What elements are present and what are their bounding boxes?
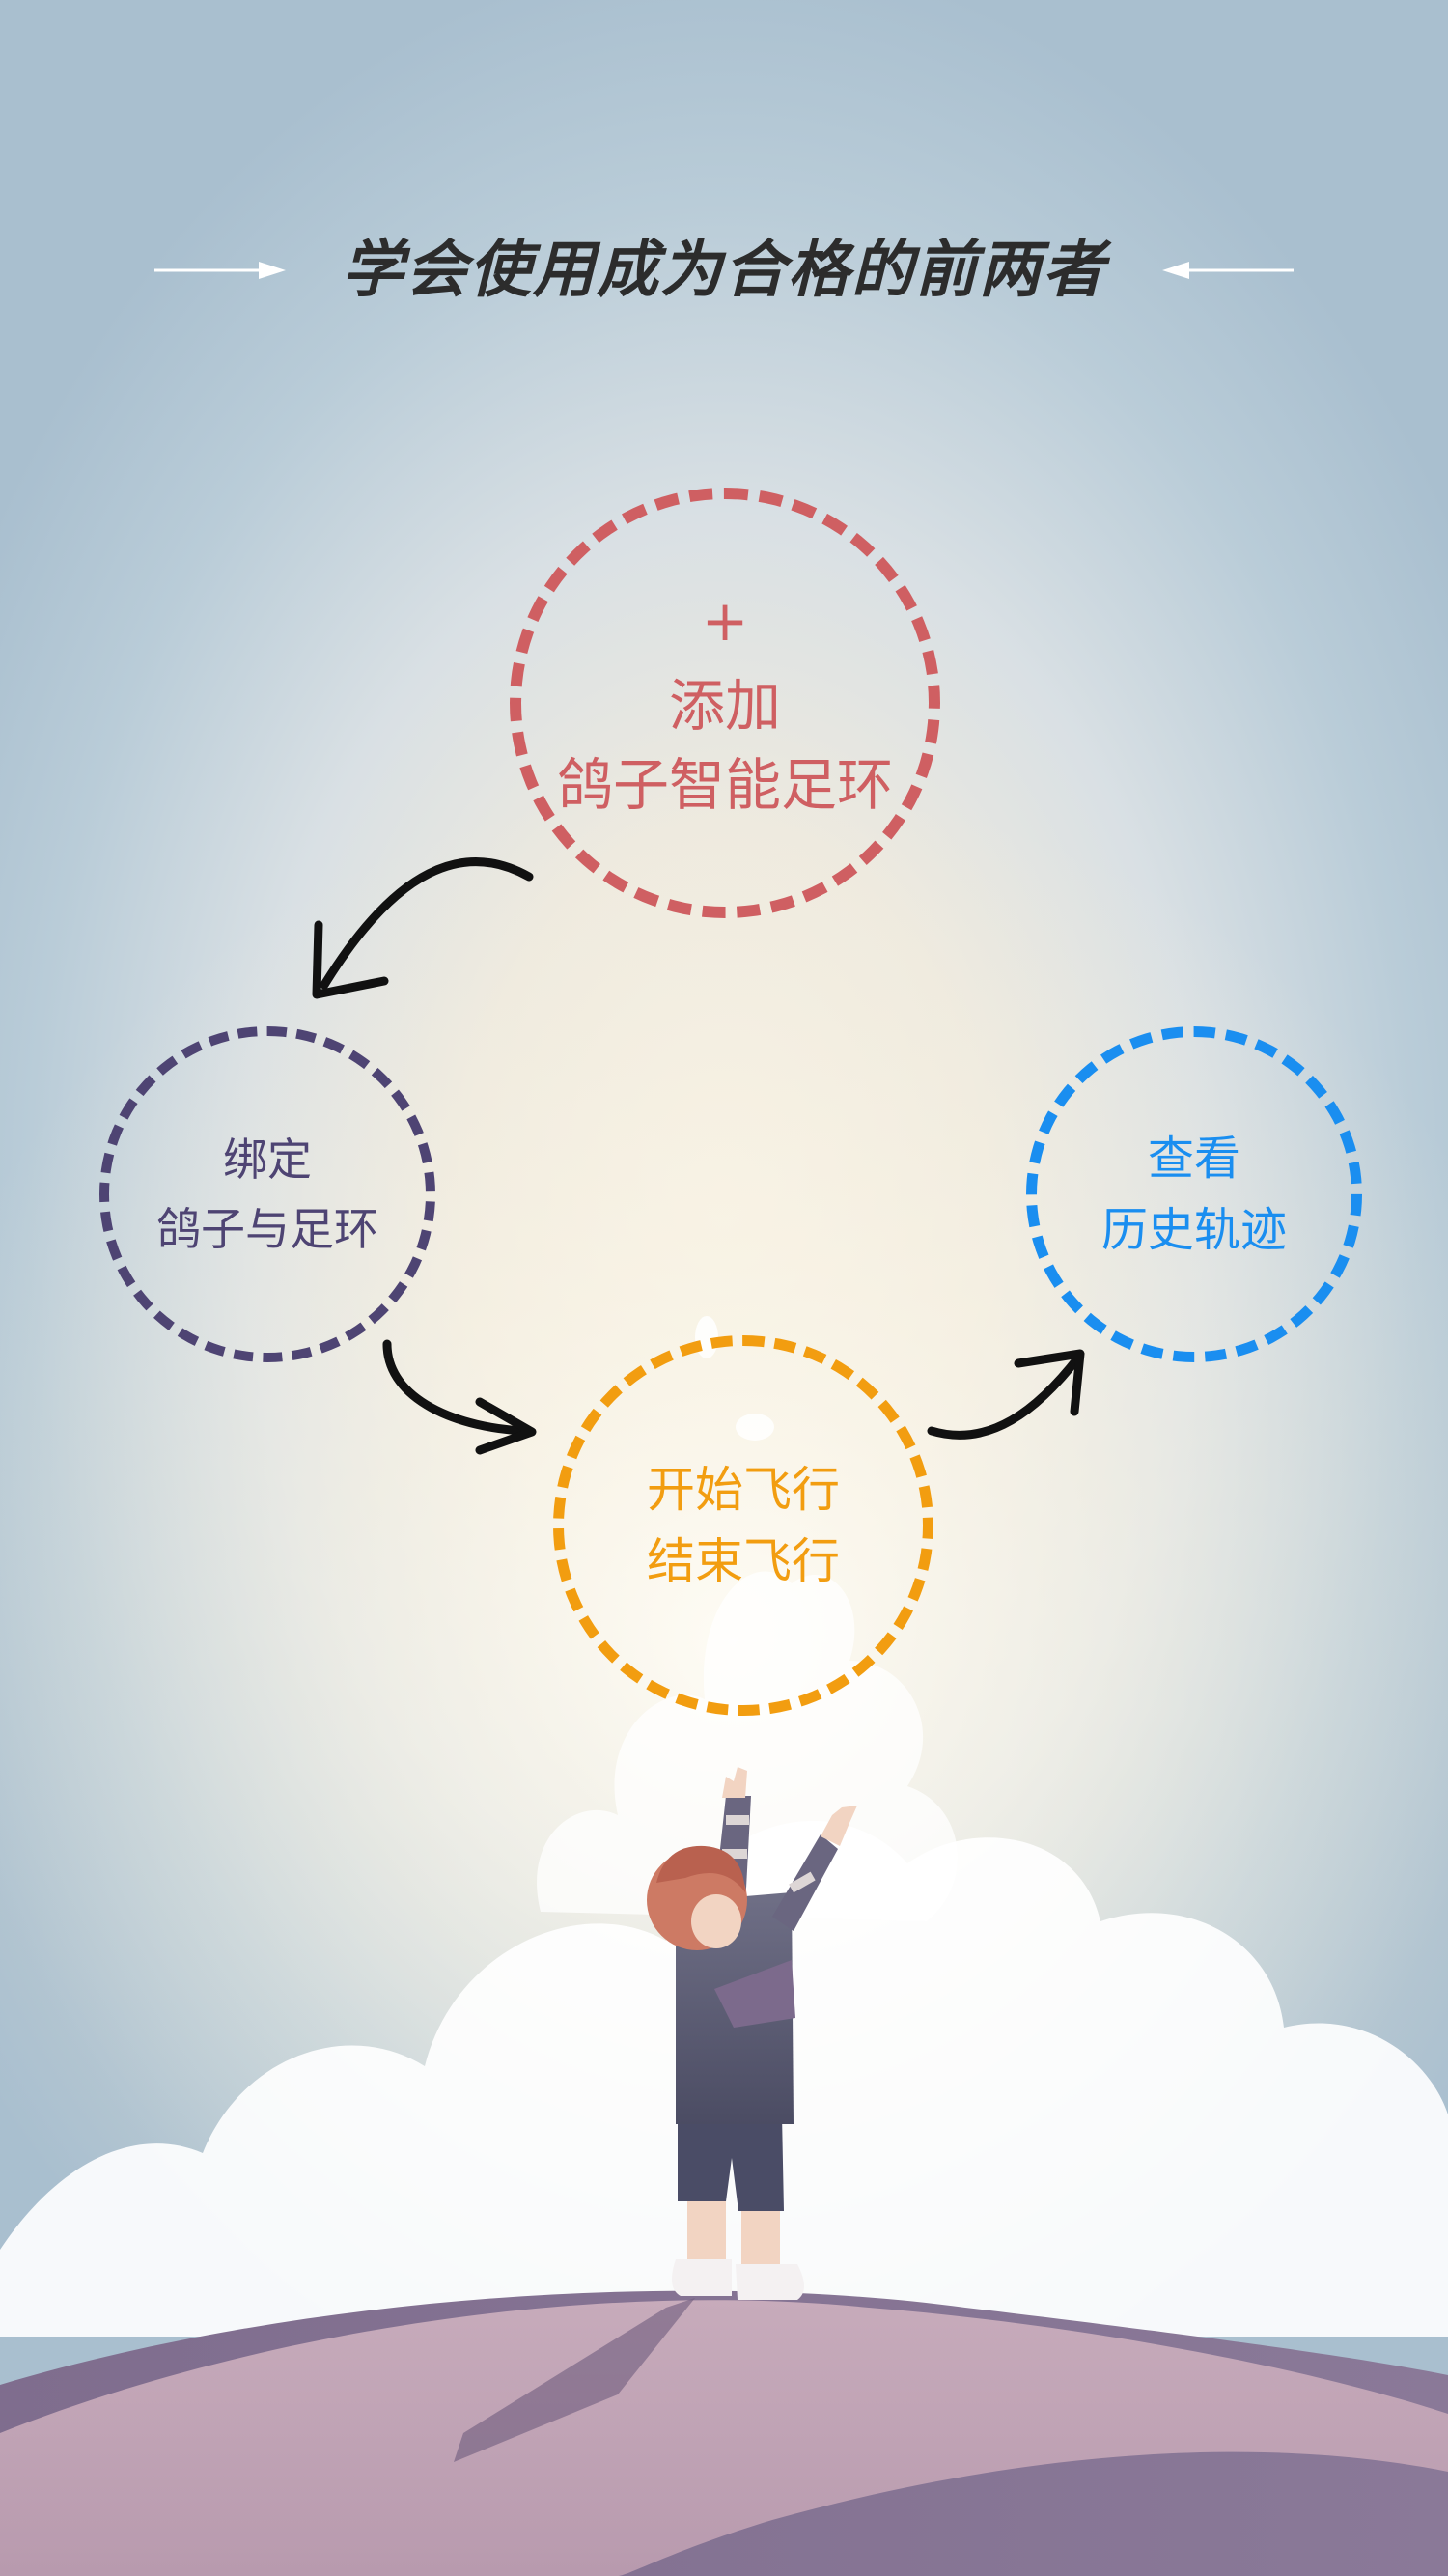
step-track-label-1: 查看	[1147, 1132, 1240, 1186]
flow-arrow-fly-to-track-icon	[927, 1349, 1085, 1440]
page-title: 学会使用成为合格的前两者	[342, 234, 1106, 306]
title-arrow-right-icon	[154, 262, 286, 279]
step-add-label-1: 添加	[668, 673, 781, 739]
title-arrow-left-icon	[1162, 262, 1294, 279]
plus-icon: +	[701, 588, 749, 654]
step-track-label-2: 历史轨迹	[1100, 1203, 1287, 1257]
step-track-ring[interactable]: 查看 历史轨迹	[1026, 1026, 1362, 1362]
step-add-label-2: 鸽子智能足环	[556, 752, 893, 818]
cloud-column	[537, 1571, 959, 1921]
flow-arrow-add-to-bind-icon	[312, 857, 534, 999]
step-fly-ring[interactable]: 开始飞行 结束飞行	[553, 1335, 933, 1716]
step-add-ring[interactable]: + 添加 鸽子智能足环	[510, 488, 940, 918]
step-bind-ring[interactable]: 绑定 鸽子与足环	[99, 1026, 435, 1362]
step-fly-label-1: 开始飞行	[647, 1462, 840, 1518]
hill-shadow	[454, 2298, 695, 2462]
child-figure	[647, 1767, 857, 2300]
step-bind-label-1: 绑定	[223, 1134, 312, 1186]
step-bind-label-2: 鸽子与足环	[156, 1203, 378, 1255]
hill-front	[0, 2300, 1448, 2576]
title-row: 学会使用成为合格的前两者	[0, 222, 1448, 319]
flow-arrow-bind-to-fly-icon	[382, 1339, 537, 1455]
step-fly-label-2: 结束飞行	[647, 1533, 840, 1589]
